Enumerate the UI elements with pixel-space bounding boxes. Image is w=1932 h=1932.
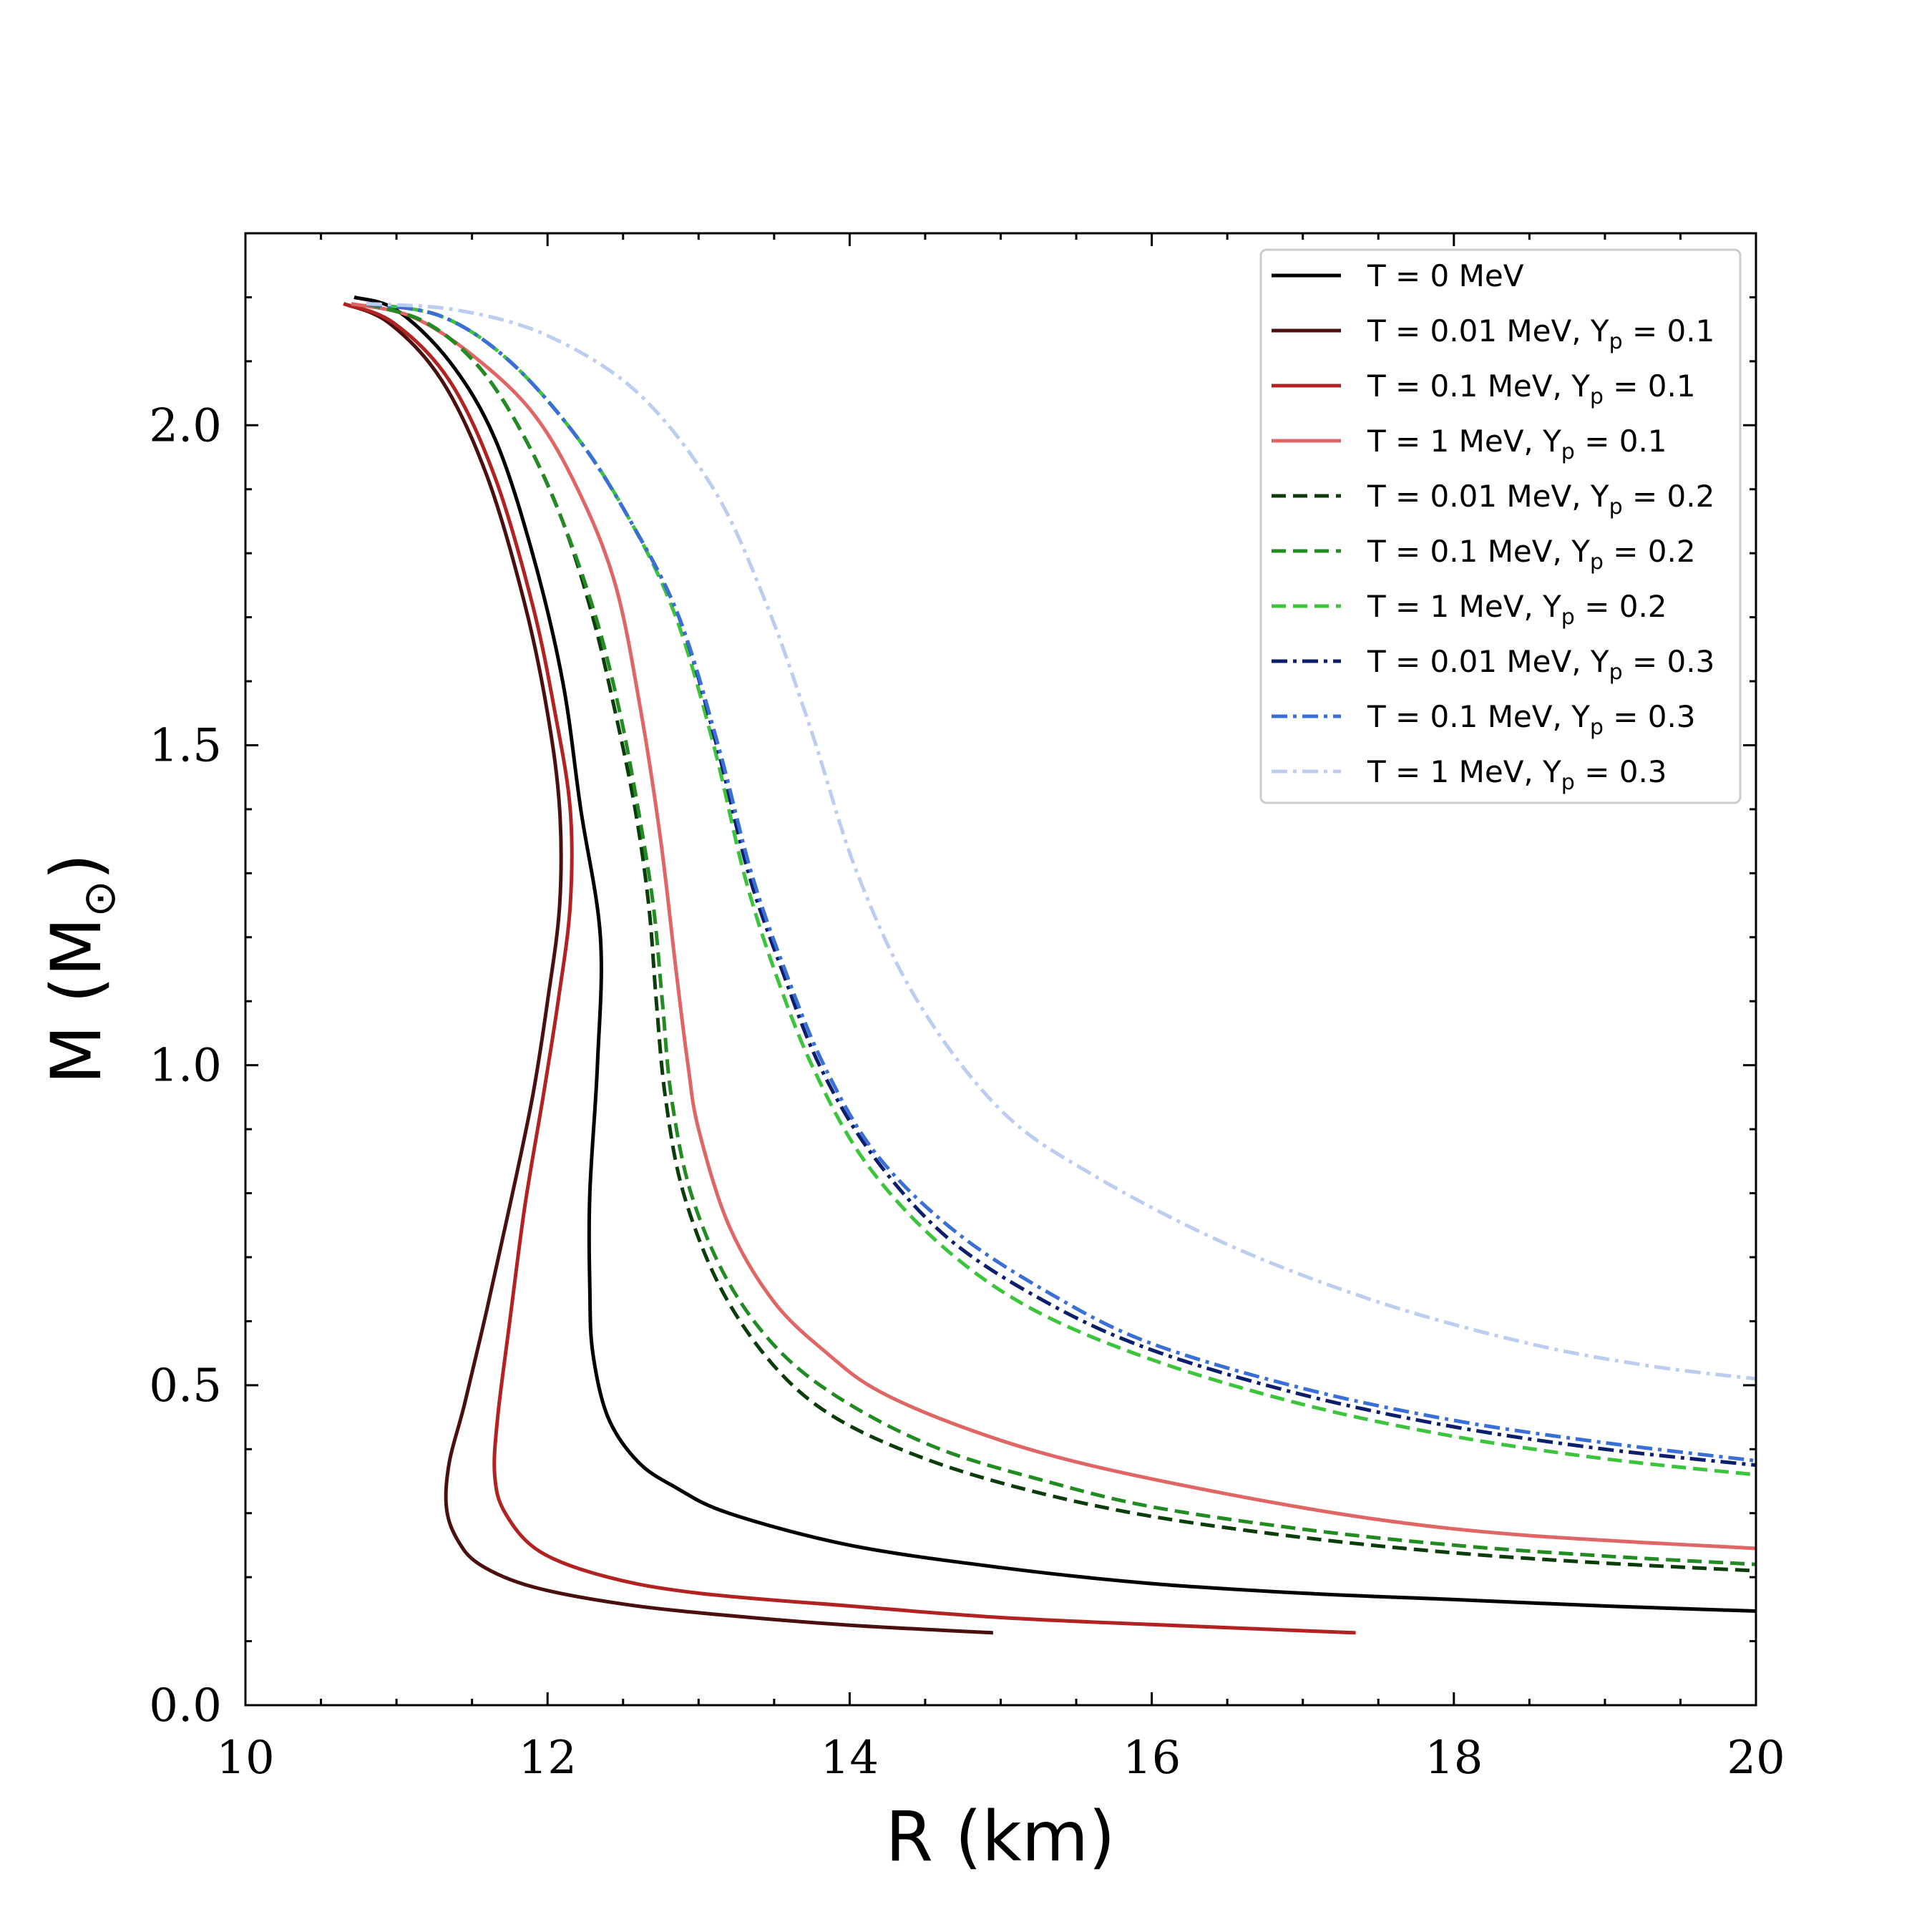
legend-label-5: T = 0.1 MeV, Yp = 0.2: [1367, 534, 1696, 575]
x-tick-label: 20: [1727, 1732, 1785, 1785]
series-layer: [343, 295, 1757, 1635]
y-axis-label-main: M (M: [36, 917, 117, 1085]
legend-label-9: T = 1 MeV, Yp = 0.3: [1367, 754, 1667, 795]
y-axis-label-symbol: ⊙: [73, 880, 125, 917]
x-tick-label: 18: [1425, 1732, 1483, 1785]
legend-label-4: T = 0.01 MeV, Yp = 0.2: [1367, 479, 1714, 519]
legend-label-3: T = 1 MeV, Yp = 0.1: [1367, 424, 1667, 464]
series-line-5: [366, 302, 1757, 1566]
y-tick-label: 0.5: [149, 1360, 222, 1413]
y-tick-label: 1.0: [149, 1040, 222, 1093]
legend: T = 0 MeV T = 0.01 MeV, Yp = 0.1 T = 0.1 M…: [1259, 248, 1742, 804]
x-tick-label: 14: [821, 1732, 879, 1785]
legend-label-6: T = 1 MeV, Yp = 0.2: [1367, 589, 1667, 630]
series-line-3: [351, 301, 1757, 1551]
y-tick-label: 0.0: [149, 1679, 222, 1732]
series-line-0: [353, 295, 1757, 1613]
legend-label-2: T = 0.1 MeV, Yp = 0.1: [1367, 369, 1696, 409]
x-axis-label: R (km): [885, 1797, 1115, 1877]
legend-label-0: T = 0 MeV: [1367, 258, 1524, 293]
y-axis-label: M (M⊙): [36, 853, 125, 1084]
series-line-9: [366, 301, 1757, 1381]
tick-layer: 10 12 14 16 18 20 0.0 0.5 1.0 1.5 2.0: [149, 233, 1785, 1785]
x-tick-label: 16: [1123, 1732, 1181, 1785]
legend-label-8: T = 0.1 MeV, Yp = 0.3: [1367, 699, 1696, 740]
y-tick-label: 2.0: [149, 399, 222, 452]
legend-label-1: T = 0.01 MeV, Yp = 0.1: [1367, 313, 1714, 354]
series-line-1: [343, 302, 994, 1635]
series-line-8: [366, 301, 1757, 1463]
legend-box: [1259, 248, 1742, 804]
legend-label-7: T = 0.01 MeV, Yp = 0.3: [1367, 644, 1714, 685]
y-tick-label: 1.5: [149, 719, 222, 772]
legend-items: T = 0 MeV T = 0.01 MeV, Yp = 0.1 T = 0.1 M…: [1272, 258, 1714, 795]
series-line-2: [343, 302, 1356, 1635]
y-axis-label-close: ): [36, 853, 117, 879]
x-tick-label: 10: [216, 1732, 274, 1785]
x-tick-label: 12: [518, 1732, 576, 1785]
